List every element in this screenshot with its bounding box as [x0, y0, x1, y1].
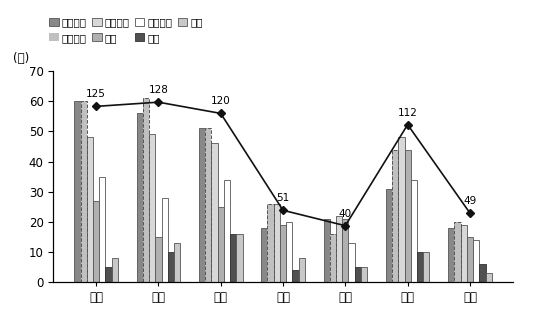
Bar	[423, 252, 429, 282]
Bar	[74, 101, 81, 282]
Bar	[149, 134, 155, 282]
Bar	[155, 237, 161, 282]
Bar	[386, 189, 392, 282]
Bar	[405, 149, 411, 282]
Bar	[174, 243, 180, 282]
Bar	[81, 101, 87, 282]
Bar	[205, 128, 211, 282]
Bar	[349, 243, 355, 282]
Bar	[280, 225, 286, 282]
Bar	[324, 219, 330, 282]
Bar	[330, 234, 336, 282]
Bar	[480, 264, 485, 282]
Bar	[161, 198, 168, 282]
Bar	[224, 179, 230, 282]
Bar	[467, 237, 473, 282]
Bar	[448, 228, 454, 282]
Bar	[217, 207, 224, 282]
Bar	[168, 252, 174, 282]
Bar	[485, 273, 492, 282]
Bar	[143, 98, 149, 282]
Bar	[342, 219, 349, 282]
Bar	[199, 128, 205, 282]
Bar	[461, 225, 467, 282]
Bar	[230, 234, 236, 282]
Text: 128: 128	[148, 85, 168, 95]
Bar	[454, 222, 461, 282]
Bar	[99, 177, 105, 282]
Bar	[336, 216, 342, 282]
Text: 120: 120	[211, 97, 231, 107]
Text: 40: 40	[339, 209, 352, 219]
Legend: 食品安全, 人身安全, 疾病相关, 防骗, 健康养生, 金钱, 亲子: 食品安全, 人身安全, 疾病相关, 防骗, 健康养生, 金钱, 亲子	[50, 17, 202, 43]
Bar	[473, 240, 480, 282]
Bar	[93, 201, 99, 282]
Bar	[236, 234, 242, 282]
Bar	[137, 113, 143, 282]
Text: 125: 125	[86, 89, 106, 99]
Bar	[355, 267, 361, 282]
Bar	[87, 137, 93, 282]
Bar	[293, 270, 299, 282]
Bar	[211, 144, 217, 282]
Bar	[398, 137, 405, 282]
Bar	[392, 149, 398, 282]
Bar	[273, 204, 280, 282]
Bar	[417, 252, 423, 282]
Bar	[261, 228, 268, 282]
Text: 51: 51	[277, 193, 289, 203]
Bar	[268, 204, 273, 282]
Bar	[112, 258, 118, 282]
Bar	[411, 179, 417, 282]
Bar	[361, 267, 367, 282]
Text: 112: 112	[398, 108, 418, 118]
Bar	[286, 222, 293, 282]
Text: 49: 49	[464, 196, 476, 206]
Y-axis label: (篇): (篇)	[13, 52, 29, 65]
Bar	[105, 267, 112, 282]
Bar	[299, 258, 305, 282]
